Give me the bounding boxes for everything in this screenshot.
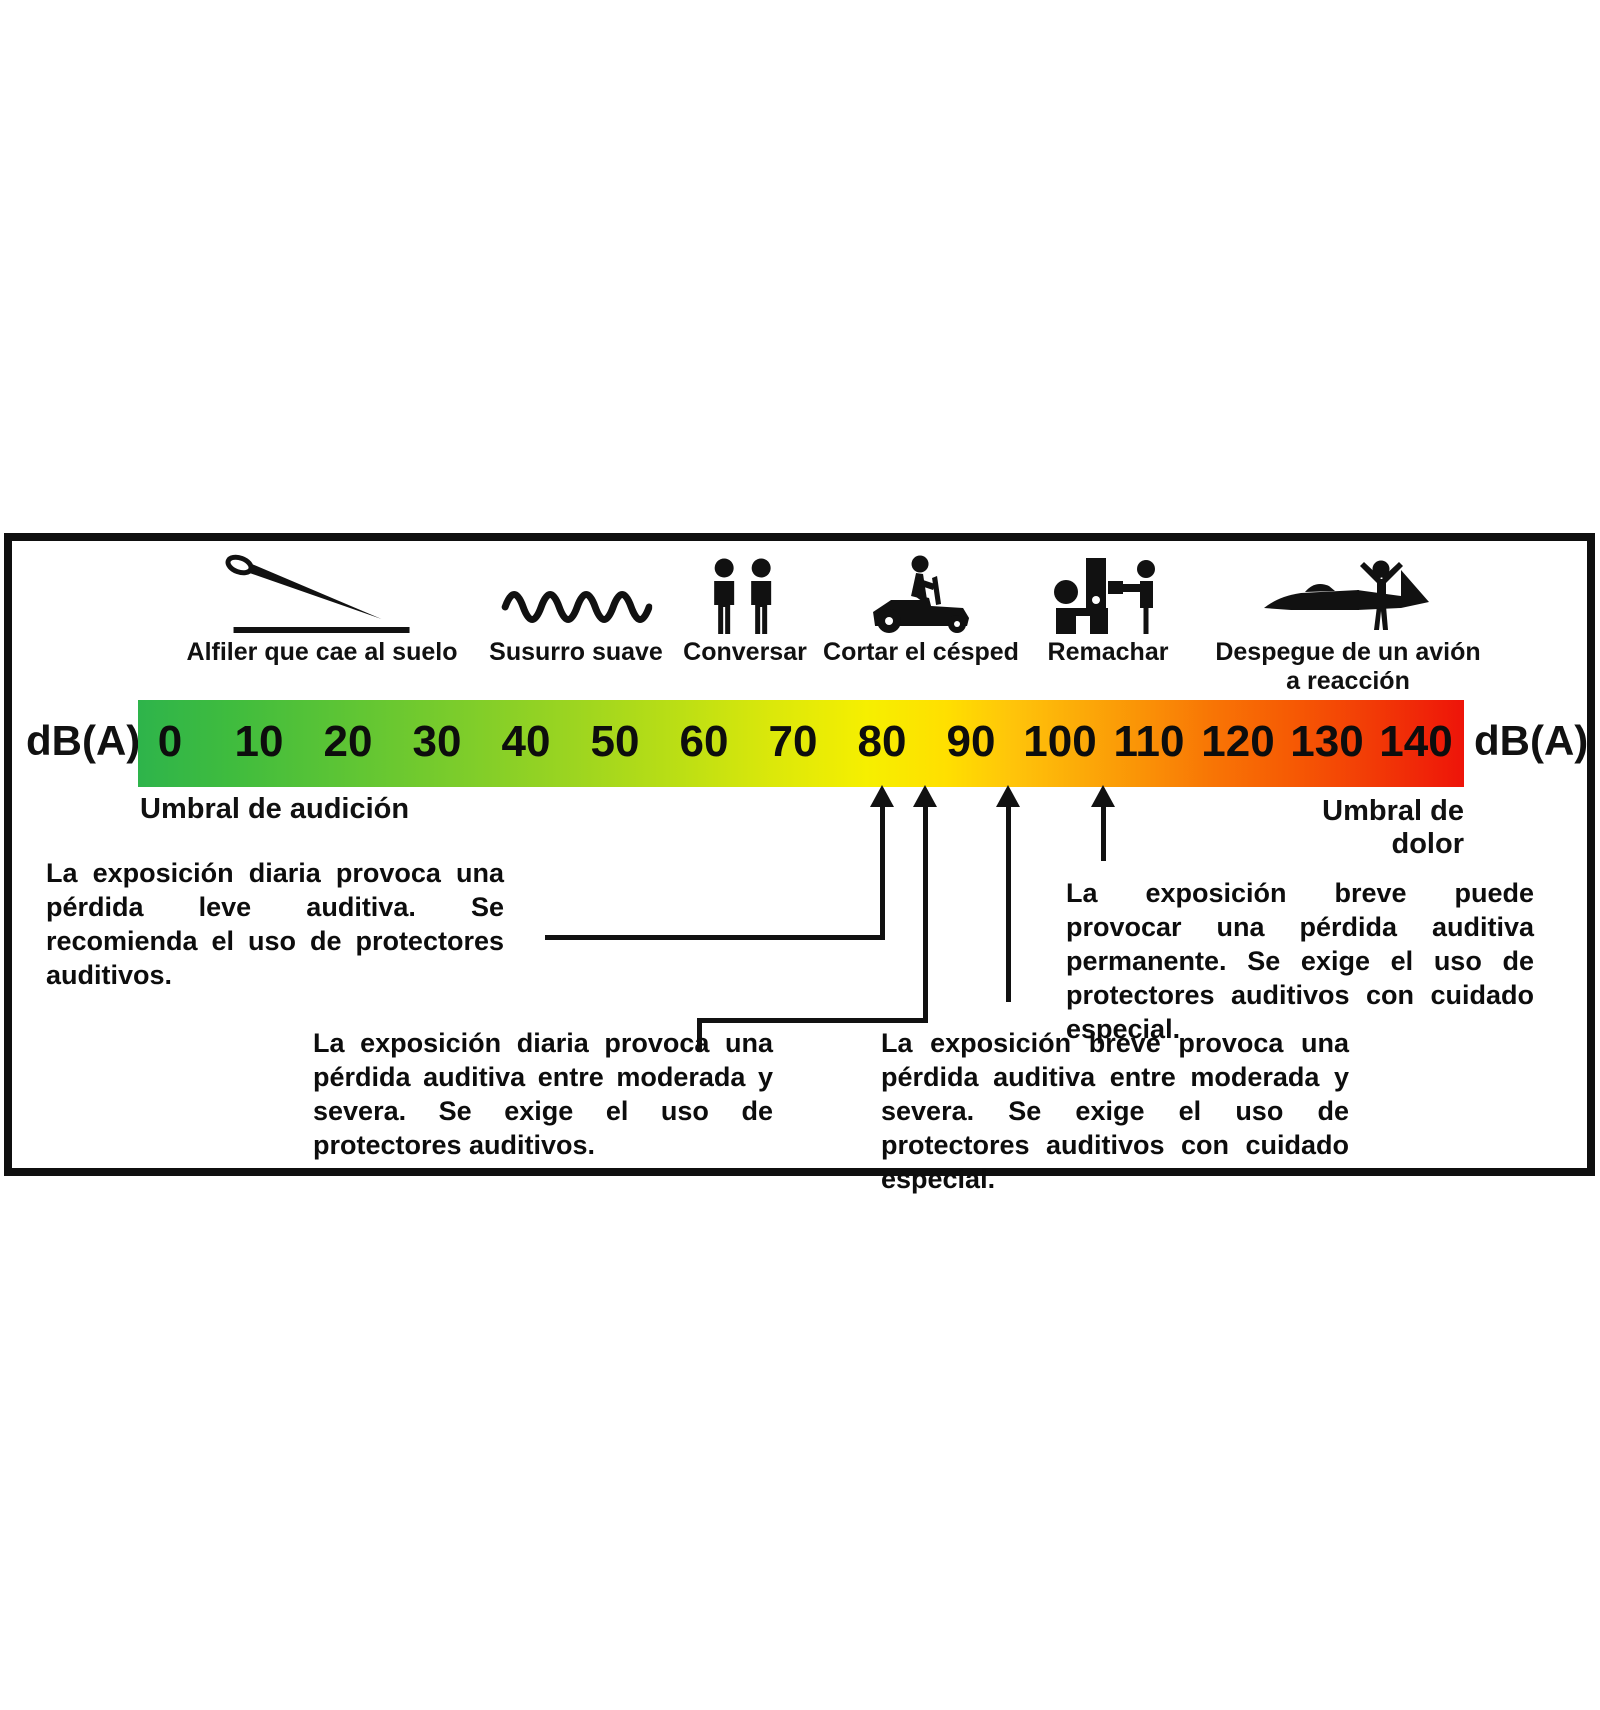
annotation-80db: La exposición diaria provoca una pérdida… — [46, 858, 504, 990]
arrow-85db-head — [913, 785, 937, 807]
source-label: Conversar — [683, 638, 807, 666]
arrow-95db-head — [996, 785, 1020, 807]
arrow-105db-head — [1091, 785, 1115, 807]
scale-tick: 40 — [501, 716, 551, 766]
riveting-machine-icon — [1042, 552, 1174, 636]
sound-wave-icon — [500, 552, 652, 636]
arrow-85db-line — [923, 804, 928, 1023]
scale-tick: 10 — [234, 716, 284, 766]
pin-drop-icon — [222, 552, 422, 636]
arrow-80db-line — [880, 804, 885, 940]
scale-tick: 60 — [679, 716, 729, 766]
scale-tick: 140 — [1379, 716, 1453, 766]
source-lawn-mower: Cortar el césped — [823, 552, 1019, 667]
annotation-105db: La exposición breve puede provocar una p… — [1066, 878, 1534, 1044]
source-pin-drop: Alfiler que cae al suelo — [186, 552, 458, 667]
arrow-80db-head — [870, 785, 894, 807]
scale-tick: 80 — [857, 716, 907, 766]
scale-tick: 130 — [1290, 716, 1364, 766]
scale-tick: 100 — [1023, 716, 1097, 766]
hearing-threshold-label: Umbral de audición — [140, 793, 410, 825]
db-unit-label-left: dB(A) — [26, 717, 141, 764]
scale-tick: 0 — [157, 716, 183, 766]
scale-tick: 50 — [590, 716, 640, 766]
decibel-gradient-bar: 0 10 20 30 40 50 60 70 80 90 100 110 120… — [138, 700, 1464, 787]
source-label: Remachar — [1047, 638, 1169, 666]
connector-80db — [545, 935, 883, 940]
db-unit-label-right: dB(A) — [1474, 717, 1589, 764]
source-conversation: Conversar — [683, 552, 807, 667]
source-riveting: Remachar — [1042, 552, 1174, 667]
scale-tick: 110 — [1113, 716, 1185, 766]
annotation-95db: La exposición breve provoca una pérdida … — [881, 1028, 1349, 1194]
source-whisper: Susurro suave — [489, 552, 663, 667]
pain-threshold-label: Umbral de dolor — [1322, 795, 1464, 860]
source-label: Susurro suave — [489, 638, 663, 666]
source-label: Cortar el césped — [823, 638, 1019, 666]
annotation-85db: La exposición diaria provoca una pérdida… — [313, 1028, 773, 1160]
connector-85db — [697, 1018, 928, 1023]
lawn-mower-icon — [865, 552, 977, 636]
jet-takeoff-icon — [1261, 552, 1436, 636]
source-label: Alfiler que cae al suelo — [186, 638, 458, 666]
people-talking-icon — [709, 552, 781, 636]
scale-tick: 20 — [323, 716, 373, 766]
source-jet-takeoff: Despegue de un avión a reacción — [1207, 552, 1489, 696]
source-label: Despegue de un avión a reacción — [1215, 638, 1481, 695]
scale-tick: 30 — [412, 716, 462, 766]
arrow-105db-line — [1101, 804, 1106, 861]
diagram-frame — [4, 533, 1595, 1176]
connector-85db-stub — [697, 1018, 702, 1052]
scale-tick: 90 — [946, 716, 996, 766]
scale-tick: 70 — [768, 716, 818, 766]
arrow-95db-line — [1006, 804, 1011, 1002]
scale-tick: 120 — [1201, 716, 1275, 766]
